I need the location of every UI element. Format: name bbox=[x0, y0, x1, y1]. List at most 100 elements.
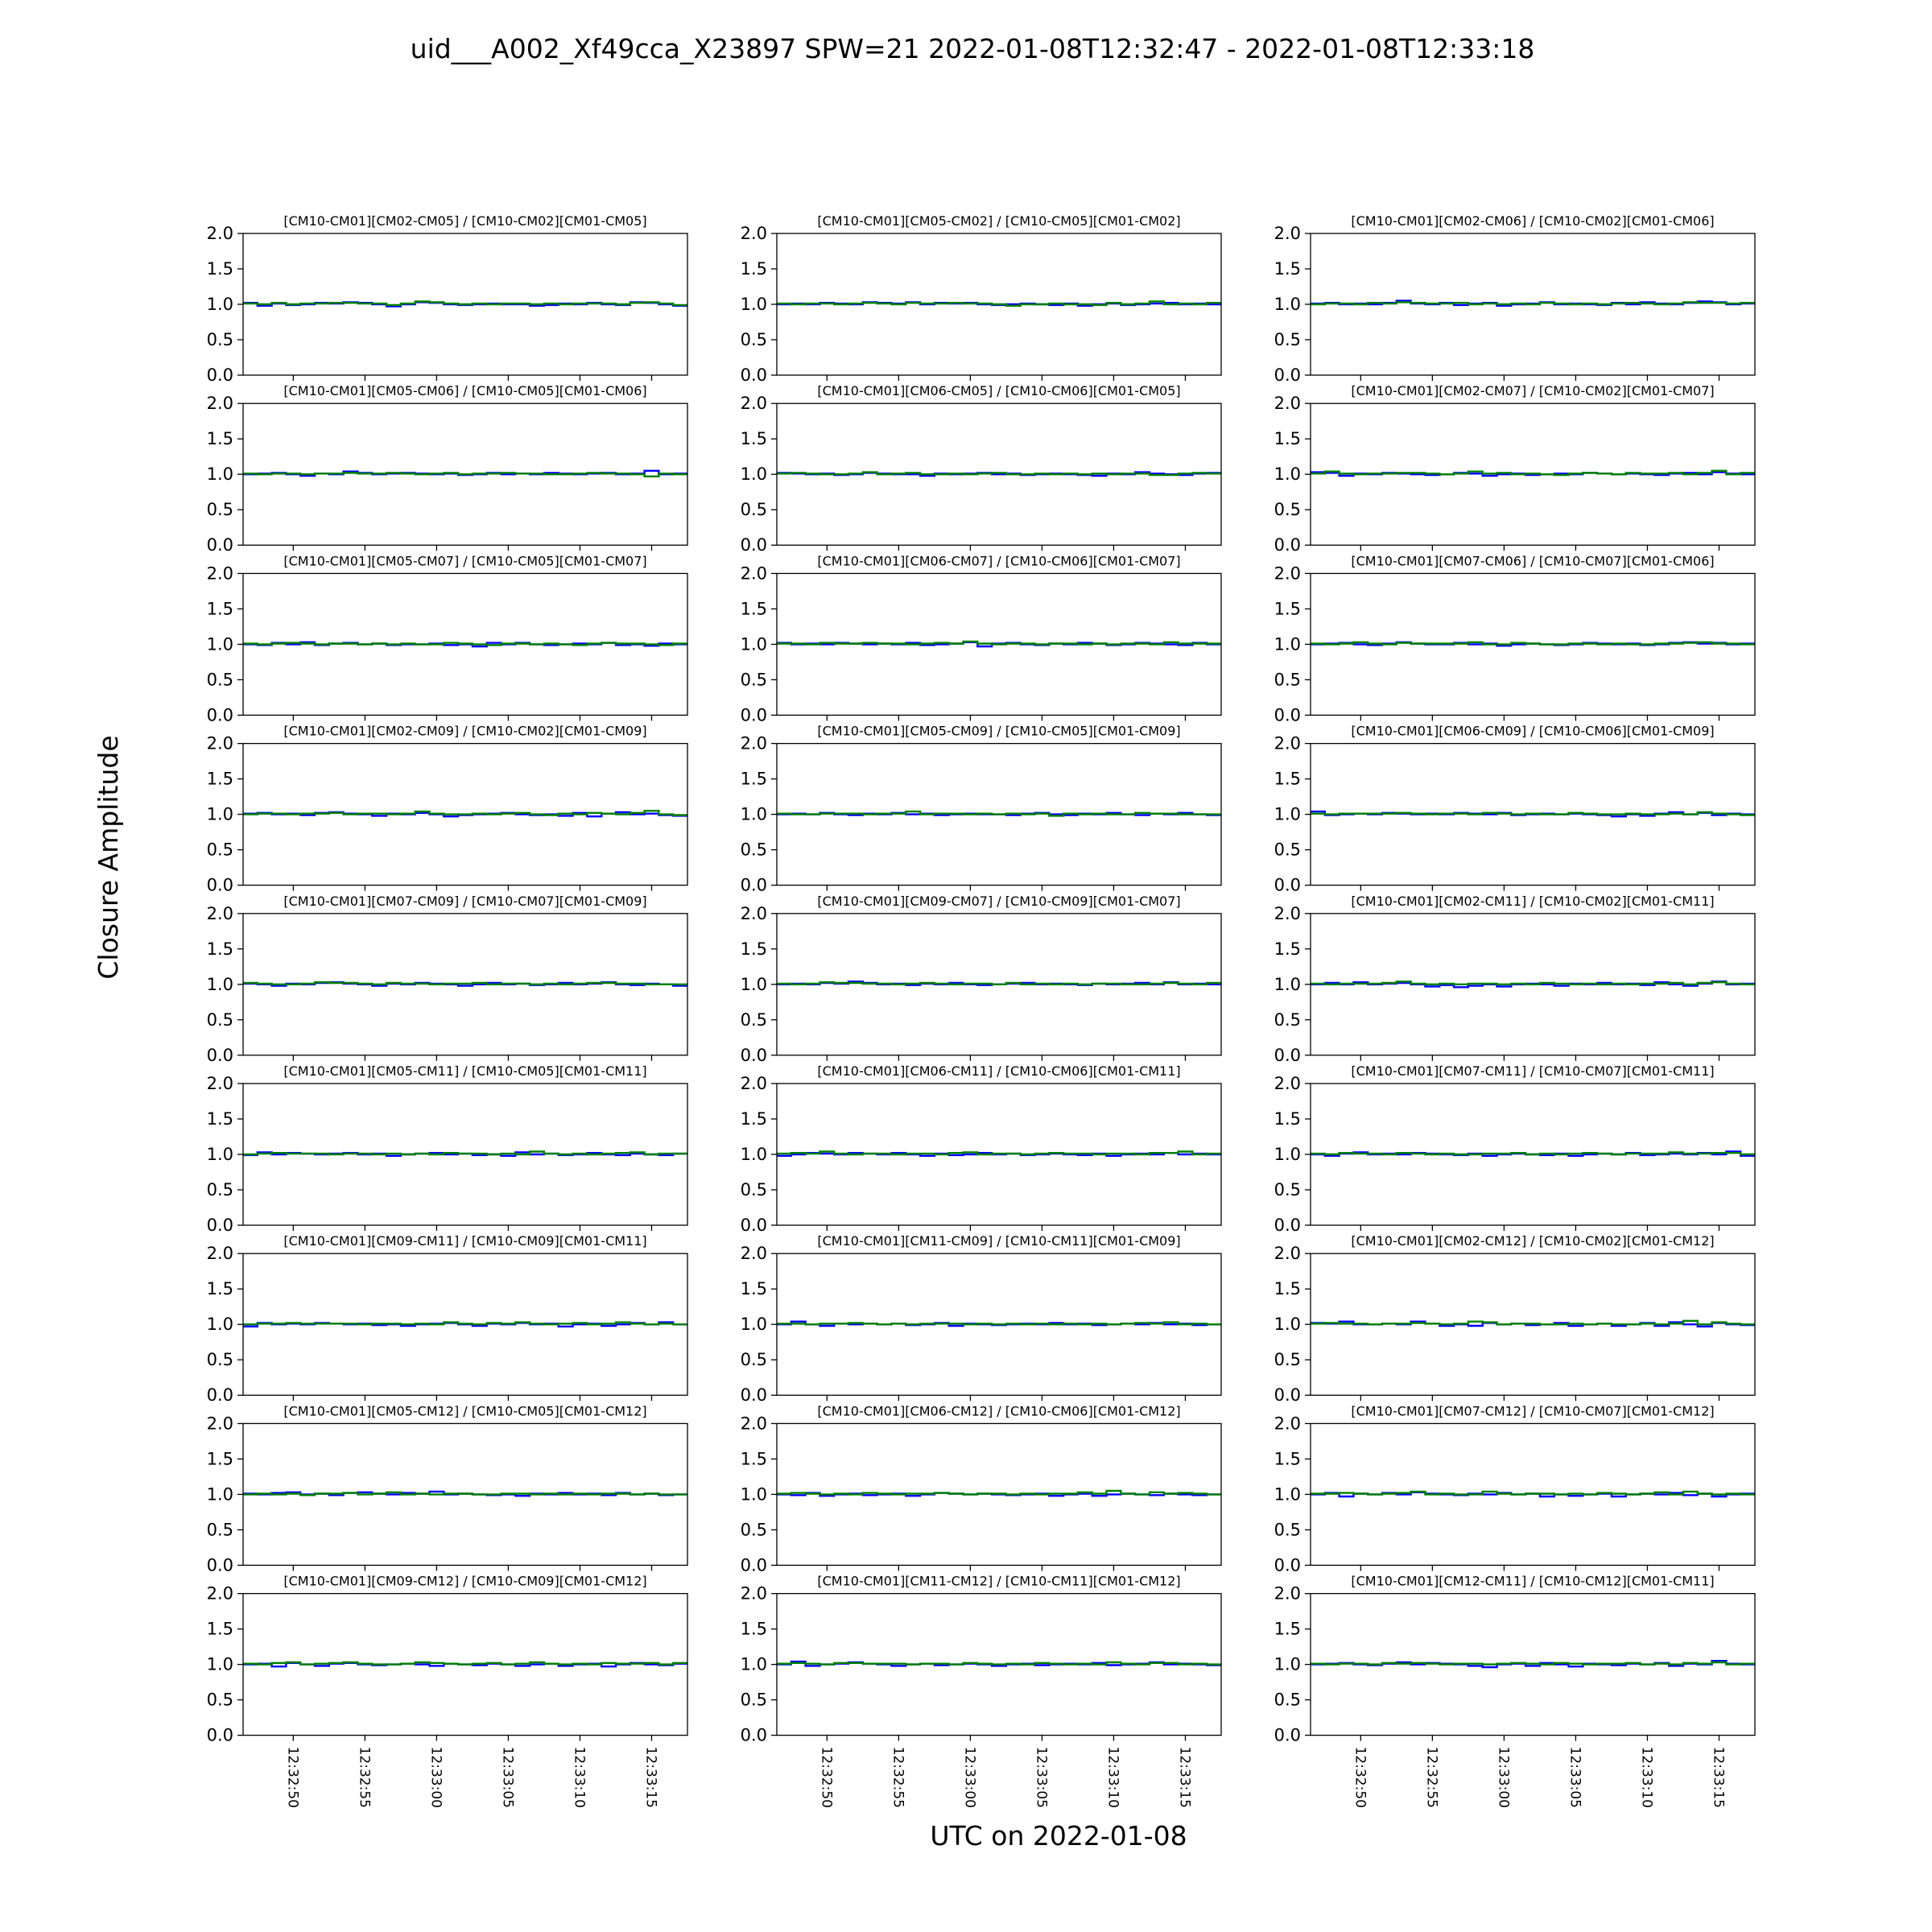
subplot: [CM10-CM01][CM02-CM07] / [CM10-CM02][CM0… bbox=[1274, 383, 1756, 555]
series-line bbox=[243, 981, 687, 985]
y-tick-label: 1.5 bbox=[1274, 1449, 1301, 1468]
y-tick-label: 1.0 bbox=[741, 1484, 767, 1504]
y-tick-label: 1.5 bbox=[1274, 1279, 1301, 1298]
y-tick-label: 2.0 bbox=[741, 1074, 767, 1093]
subplot: [CM10-CM01][CM06-CM09] / [CM10-CM06][CM0… bbox=[1274, 724, 1756, 895]
series-line bbox=[1311, 980, 1755, 985]
plot-frame bbox=[242, 233, 688, 376]
plot-frame bbox=[776, 233, 1222, 376]
y-tick-label: 1.5 bbox=[1274, 1620, 1301, 1639]
y-tick-label: 0.5 bbox=[207, 670, 233, 689]
y-tick-label: 0.5 bbox=[207, 500, 233, 519]
x-tick-label: 12:33:10 bbox=[1638, 1747, 1654, 1808]
y-tick-label: 0.5 bbox=[741, 840, 767, 860]
y-tick-label: 2.0 bbox=[741, 224, 767, 243]
y-tick-label: 1.0 bbox=[741, 1655, 767, 1674]
subplot-title: [CM10-CM01][CM05-CM11] / [CM10-CM05][CM0… bbox=[283, 1063, 646, 1079]
y-tick-label: 1.5 bbox=[741, 770, 767, 789]
y-tick-label: 1.0 bbox=[741, 1315, 767, 1334]
subplot-title: [CM10-CM01][CM06-CM11] / [CM10-CM06][CM0… bbox=[817, 1063, 1180, 1079]
x-tick-label: 12:33:00 bbox=[1495, 1747, 1511, 1808]
subplot: [CM10-CM01][CM06-CM05] / [CM10-CM06][CM0… bbox=[741, 383, 1222, 555]
y-tick-label: 0.0 bbox=[1274, 876, 1301, 895]
subplot-title: [CM10-CM01][CM05-CM12] / [CM10-CM05][CM0… bbox=[283, 1403, 646, 1418]
x-tick-label: 12:32:55 bbox=[890, 1747, 906, 1808]
series-line bbox=[243, 642, 687, 646]
series-line bbox=[1311, 301, 1755, 306]
subplot: [CM10-CM01][CM05-CM02] / [CM10-CM05][CM0… bbox=[741, 213, 1222, 385]
x-tick-label: 12:32:50 bbox=[1352, 1747, 1368, 1808]
y-tick-label: 0.5 bbox=[207, 840, 233, 860]
y-tick-label: 2.0 bbox=[1274, 564, 1301, 583]
subplot-title: [CM10-CM01][CM07-CM11] / [CM10-CM07][CM0… bbox=[1351, 1063, 1714, 1079]
subplot-title: [CM10-CM01][CM02-CM07] / [CM10-CM02][CM0… bbox=[1351, 383, 1714, 398]
y-tick-label: 1.0 bbox=[1274, 464, 1301, 484]
series-line bbox=[243, 1321, 687, 1326]
y-tick-label: 1.5 bbox=[207, 1109, 233, 1129]
subplot-title: [CM10-CM01][CM06-CM07] / [CM10-CM06][CM0… bbox=[817, 553, 1180, 568]
x-tick-label: 12:32:50 bbox=[284, 1747, 300, 1808]
subplot-title: [CM10-CM01][CM05-CM09] / [CM10-CM05][CM0… bbox=[817, 724, 1180, 739]
y-tick-label: 2.0 bbox=[1274, 1414, 1301, 1433]
y-tick-label: 0.0 bbox=[207, 535, 233, 555]
y-tick-label: 0.0 bbox=[741, 365, 767, 385]
plot-frame bbox=[776, 572, 1222, 716]
series-line bbox=[777, 1150, 1221, 1156]
plot-frame bbox=[776, 1422, 1222, 1567]
subplot-title: [CM10-CM01][CM09-CM12] / [CM10-CM09][CM0… bbox=[283, 1574, 646, 1589]
y-tick-label: 0.5 bbox=[741, 500, 767, 519]
x-tick-label: 12:33:10 bbox=[1104, 1747, 1121, 1808]
y-tick-label: 1.5 bbox=[1274, 939, 1301, 959]
y-tick-label: 1.0 bbox=[741, 1145, 767, 1164]
y-tick-label: 0.5 bbox=[1274, 670, 1301, 689]
y-tick-label: 0.0 bbox=[207, 1726, 233, 1745]
plot-frame bbox=[242, 742, 688, 886]
y-tick-label: 0.0 bbox=[207, 365, 233, 385]
x-tick-label: 12:32:55 bbox=[1423, 1747, 1439, 1808]
y-tick-label: 0.5 bbox=[1274, 330, 1301, 349]
subplot: [CM10-CM01][CM09-CM07] / [CM10-CM09][CM0… bbox=[741, 894, 1222, 1065]
x-tick-label: 12:32:50 bbox=[818, 1747, 834, 1808]
y-tick-label: 0.0 bbox=[741, 1046, 767, 1065]
y-tick-label: 0.0 bbox=[1274, 535, 1301, 555]
series-line bbox=[1311, 1151, 1755, 1156]
y-tick-label: 0.0 bbox=[1274, 1046, 1301, 1065]
y-tick-label: 1.5 bbox=[207, 1620, 233, 1639]
series-line bbox=[1311, 1661, 1755, 1666]
y-tick-label: 2.0 bbox=[1274, 904, 1301, 923]
y-tick-label: 1.0 bbox=[1274, 1145, 1301, 1164]
y-tick-label: 1.5 bbox=[207, 1449, 233, 1468]
plot-frame bbox=[242, 913, 688, 1056]
y-tick-label: 0.0 bbox=[1274, 1216, 1301, 1235]
plot-frame bbox=[776, 742, 1222, 886]
y-tick-label: 1.0 bbox=[741, 464, 767, 484]
y-tick-label: 0.5 bbox=[741, 1520, 767, 1539]
plot-frame bbox=[1310, 742, 1756, 886]
y-tick-label: 1.5 bbox=[741, 259, 767, 279]
y-tick-label: 0.5 bbox=[741, 670, 767, 689]
y-tick-label: 1.0 bbox=[207, 295, 233, 314]
subplot: [CM10-CM01][CM02-CM06] / [CM10-CM02][CM0… bbox=[1274, 213, 1756, 385]
subplot-title: [CM10-CM01][CM07-CM06] / [CM10-CM07][CM0… bbox=[1351, 553, 1714, 568]
y-tick-label: 0.5 bbox=[207, 1010, 233, 1030]
y-tick-label: 2.0 bbox=[207, 1584, 233, 1604]
subplot: [CM10-CM01][CM07-CM11] / [CM10-CM07][CM0… bbox=[1274, 1063, 1756, 1235]
y-tick-label: 1.0 bbox=[741, 975, 767, 994]
y-tick-label: 2.0 bbox=[207, 734, 233, 753]
y-tick-label: 2.0 bbox=[1274, 1584, 1301, 1604]
plot-frame bbox=[242, 1253, 688, 1396]
plot-frame bbox=[1310, 1083, 1756, 1226]
subplot: [CM10-CM01][CM02-CM09] / [CM10-CM02][CM0… bbox=[207, 724, 688, 895]
y-tick-label: 1.5 bbox=[741, 1109, 767, 1129]
y-tick-label: 1.0 bbox=[207, 1145, 233, 1164]
y-tick-label: 0.0 bbox=[1274, 1385, 1301, 1405]
plot-frame bbox=[242, 572, 688, 716]
x-tick-label: 12:33:15 bbox=[1176, 1747, 1192, 1808]
y-tick-label: 2.0 bbox=[207, 224, 233, 243]
y-tick-label: 2.0 bbox=[741, 394, 767, 413]
x-tick-label: 12:33:15 bbox=[1710, 1747, 1726, 1808]
y-tick-label: 0.5 bbox=[207, 1520, 233, 1539]
x-tick-label: 12:33:05 bbox=[1033, 1747, 1049, 1808]
y-tick-label: 2.0 bbox=[207, 564, 233, 583]
subplot-title: [CM10-CM01][CM11-CM12] / [CM10-CM11][CM0… bbox=[817, 1574, 1180, 1589]
